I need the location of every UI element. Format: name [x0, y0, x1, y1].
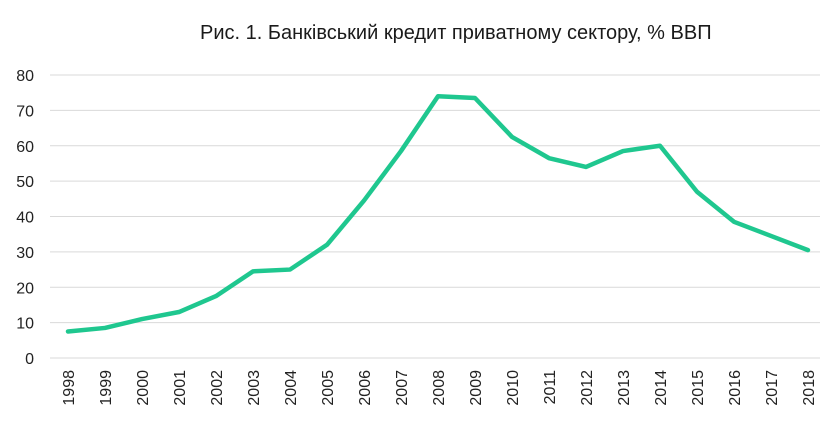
x-tick-label: 2006 — [357, 370, 374, 406]
x-tick-label: 2011 — [542, 370, 559, 405]
y-tick-label: 10 — [16, 316, 34, 333]
x-tick-label: 2016 — [727, 370, 744, 406]
y-tick-label: 50 — [16, 174, 34, 191]
x-tick-label: 2004 — [283, 370, 300, 406]
y-tick-label: 30 — [16, 245, 34, 262]
x-tick-label: 2015 — [690, 370, 707, 406]
x-tick-label: 1999 — [98, 370, 115, 406]
x-tick-label: 2002 — [209, 370, 226, 406]
x-tick-label: 2008 — [431, 370, 448, 406]
x-tick-label: 2012 — [579, 370, 596, 406]
x-tick-label: 2014 — [653, 370, 670, 406]
chart-title: Рис. 1. Банківський кредит приватному се… — [200, 22, 712, 44]
x-tick-label: 2013 — [616, 370, 633, 406]
x-tick-label: 2000 — [135, 370, 152, 406]
x-tick-label: 2017 — [764, 370, 781, 406]
y-tick-label: 20 — [16, 280, 34, 297]
x-tick-label: 2005 — [320, 370, 337, 406]
x-tick-label: 2018 — [801, 370, 818, 406]
x-tick-label: 2010 — [505, 370, 522, 406]
series-line — [65, 93, 811, 334]
y-tick-label: 0 — [25, 351, 34, 368]
y-tick-label: 40 — [16, 210, 34, 227]
x-tick-label: 2001 — [172, 370, 189, 406]
y-tick-label: 80 — [16, 68, 34, 85]
x-tick-label: 2007 — [394, 370, 411, 406]
x-tick-label: 1998 — [61, 370, 78, 406]
y-tick-label: 60 — [16, 139, 34, 156]
y-tick-label: 70 — [16, 103, 34, 120]
x-tick-label: 2009 — [468, 370, 485, 406]
x-tick-label: 2003 — [246, 370, 263, 406]
